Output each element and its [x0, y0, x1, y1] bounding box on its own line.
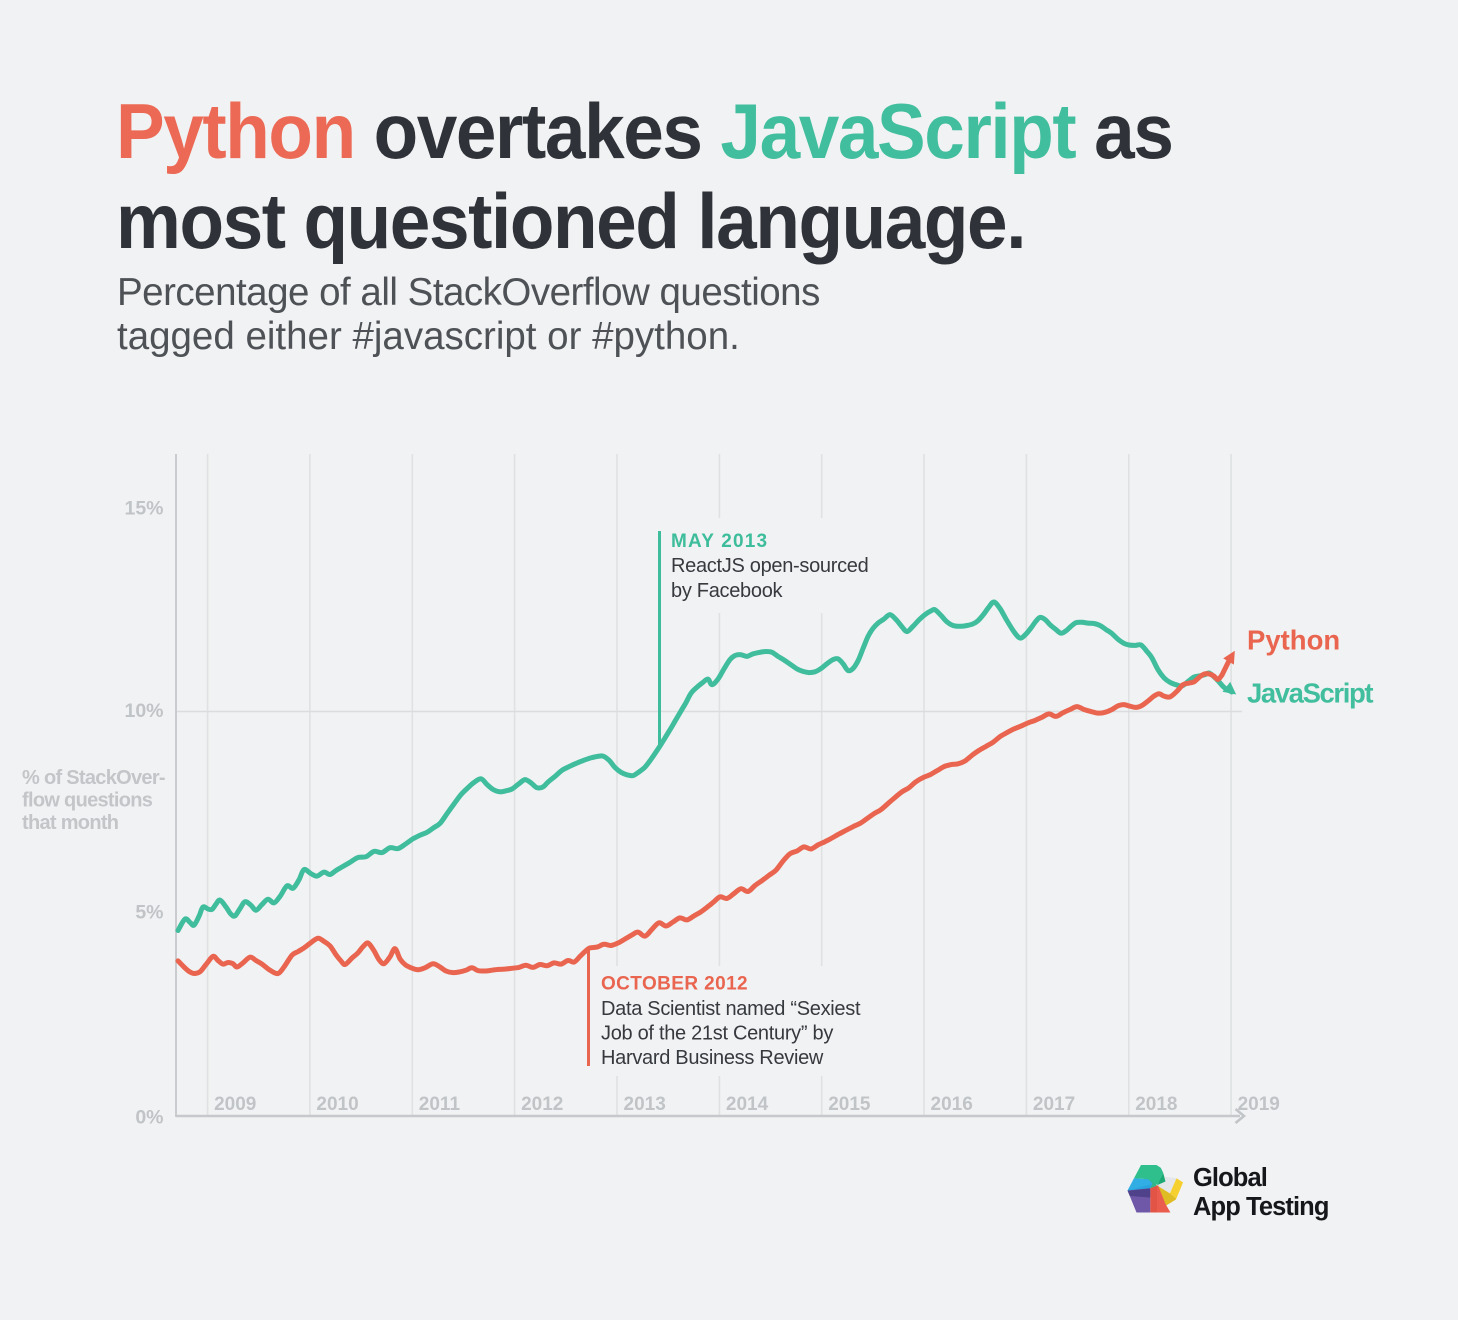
svg-text:MAY 2013: MAY 2013 [671, 531, 768, 552]
svg-text:2013: 2013 [624, 1094, 666, 1115]
svg-text:15%: 15% [124, 498, 163, 520]
svg-text:by Facebook: by Facebook [671, 580, 784, 602]
svg-text:2010: 2010 [316, 1094, 358, 1115]
svg-text:Python: Python [1247, 625, 1340, 656]
svg-text:2019: 2019 [1238, 1094, 1280, 1115]
svg-text:JavaScript: JavaScript [1247, 678, 1373, 709]
svg-text:2012: 2012 [521, 1094, 563, 1115]
svg-text:2018: 2018 [1135, 1094, 1177, 1115]
svg-text:Data Scientist named “Sexiest: Data Scientist named “Sexiest [601, 998, 861, 1020]
svg-text:Harvard Business Review: Harvard Business Review [601, 1047, 824, 1069]
svg-text:flow questions: flow questions [22, 790, 153, 812]
svg-text:2009: 2009 [214, 1094, 256, 1115]
svg-text:2014: 2014 [726, 1094, 769, 1115]
svg-text:2016: 2016 [931, 1094, 973, 1115]
svg-text:2015: 2015 [828, 1094, 871, 1115]
svg-text:5%: 5% [135, 902, 163, 924]
svg-text:that month: that month [22, 812, 118, 834]
svg-text:10%: 10% [124, 700, 163, 722]
svg-text:0%: 0% [135, 1107, 163, 1129]
svg-text:ReactJS open-sourced: ReactJS open-sourced [671, 555, 868, 577]
svg-text:2011: 2011 [419, 1094, 461, 1115]
svg-text:2017: 2017 [1033, 1094, 1075, 1115]
svg-text:OCTOBER 2012: OCTOBER 2012 [601, 974, 748, 995]
svg-text:Job of the 21st Century” by: Job of the 21st Century” by [601, 1023, 833, 1045]
svg-text:% of StackOver-: % of StackOver- [22, 767, 165, 789]
